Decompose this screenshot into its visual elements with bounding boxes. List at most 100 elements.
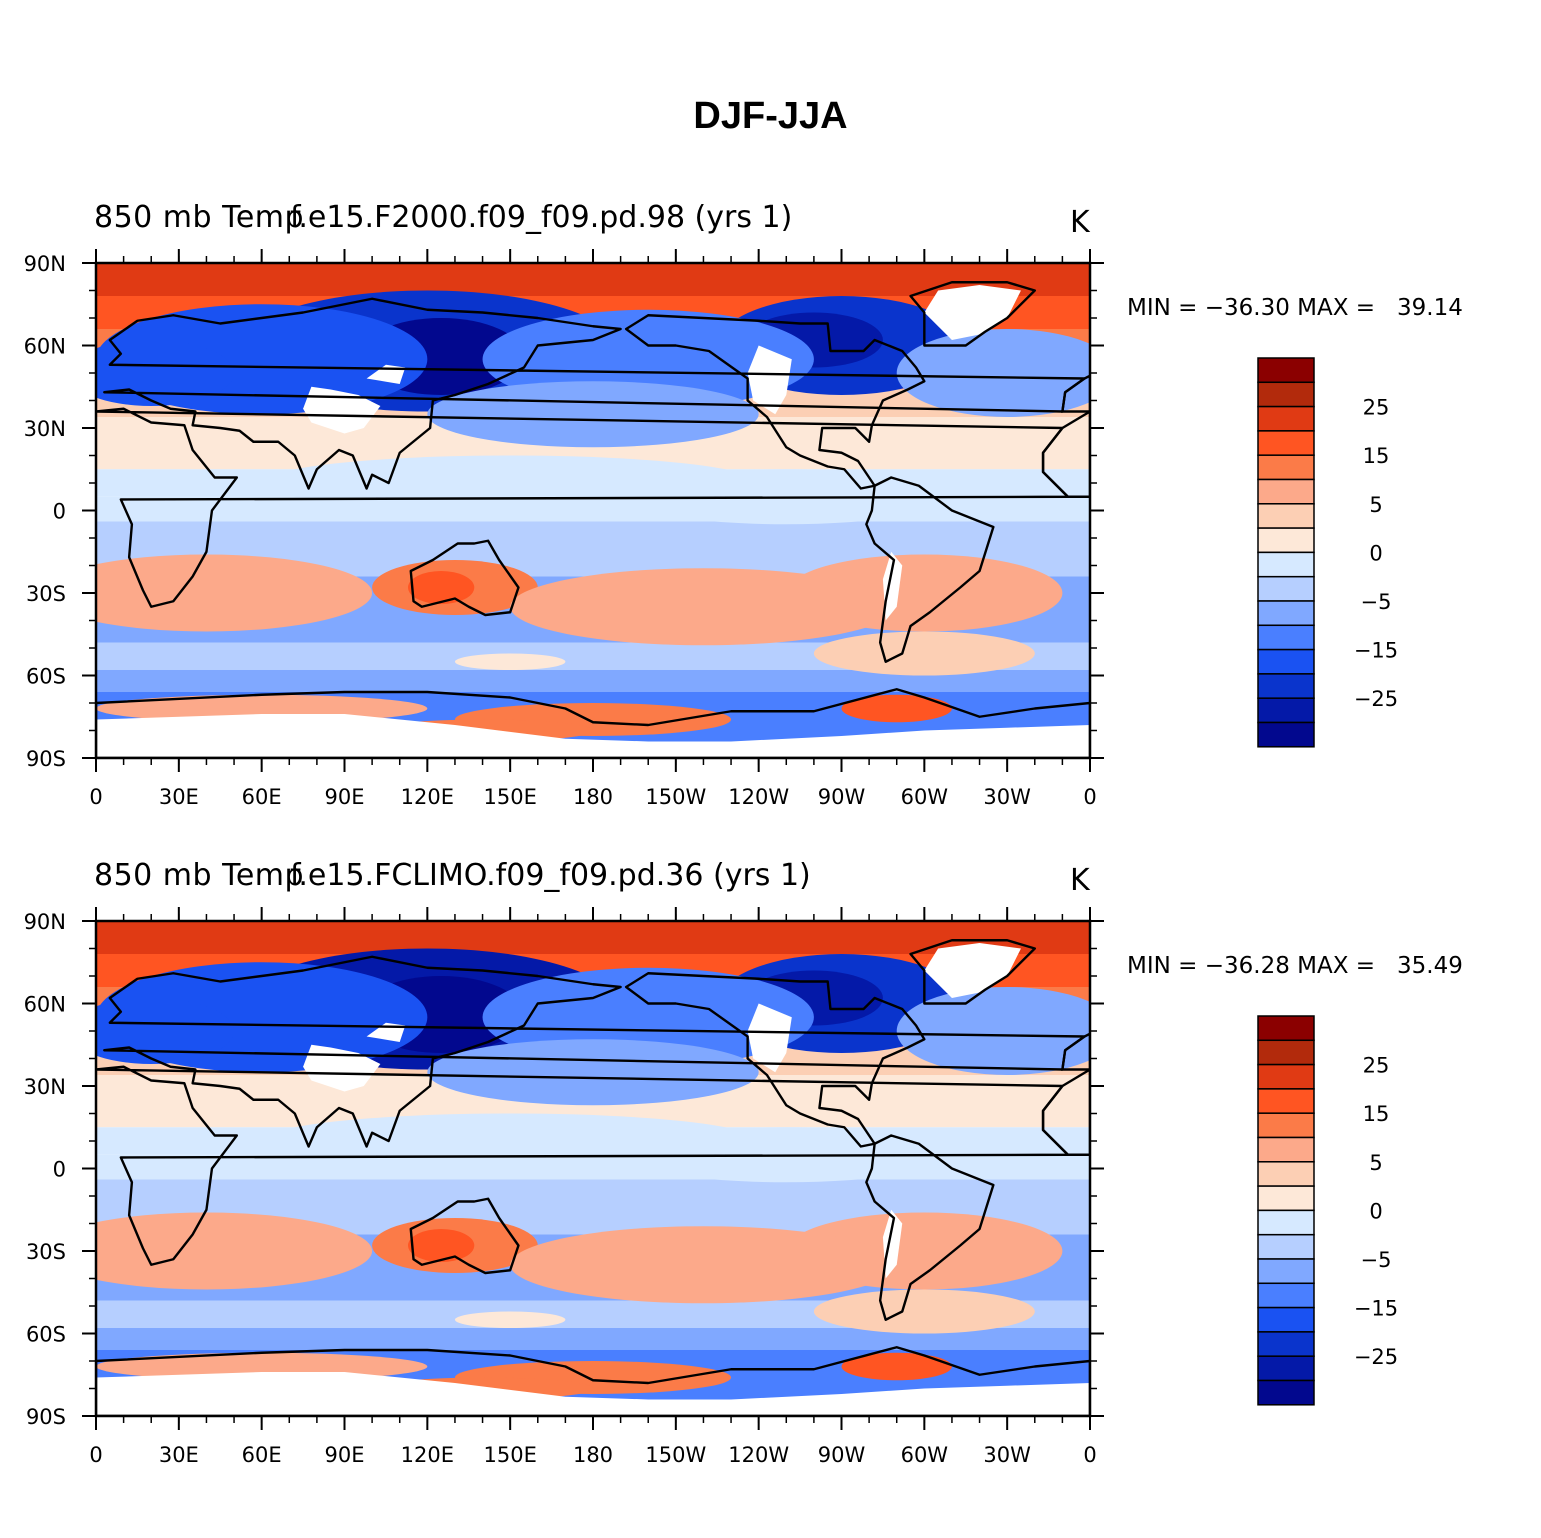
colorbar-box — [1257, 454, 1315, 481]
coastline-north_america — [624, 314, 926, 490]
panel-title-variable: 850 mb Temp — [94, 858, 305, 893]
colorbar-label: 5 — [1369, 1151, 1382, 1175]
y-tick-label: 90N — [24, 910, 66, 934]
colorbar: 25 15 5 0 −5 −15 −25 — [1257, 357, 1398, 748]
colorbar-box — [1257, 1258, 1315, 1285]
coastline-south_america — [865, 476, 995, 663]
colorbar-box — [1257, 527, 1315, 554]
colorbar-label: −25 — [1354, 1345, 1398, 1369]
x-tick-label: 30E — [159, 1443, 199, 1467]
colorbar-box — [1257, 1063, 1315, 1090]
colorbar-box — [1257, 1355, 1315, 1382]
colorbar-box — [1257, 575, 1315, 602]
min-max-label: MIN = −36.30 MAX = 39.14 — [1127, 295, 1463, 321]
coastline-australia — [409, 539, 520, 617]
colorbar-label: −15 — [1354, 1297, 1398, 1321]
x-tick-label: 60E — [242, 785, 282, 809]
coastline-africa — [96, 1065, 1070, 1266]
panel-title-case: f.e15.F2000.f09_f09.pd.98 (yrs 1) — [290, 200, 793, 235]
panel-title-variable: 850 mb Temp — [94, 200, 305, 235]
colorbar-label: 15 — [1363, 1102, 1390, 1126]
colorbar-box — [1257, 357, 1315, 384]
colorbar-box — [1257, 478, 1315, 505]
y-tick-label: 90N — [24, 252, 66, 276]
coastline-africa — [96, 407, 1070, 608]
coastline-eurasia — [103, 955, 1086, 1148]
x-tick-label: 60W — [901, 1443, 949, 1467]
colorbar-box — [1257, 503, 1315, 529]
colorbar-box — [1257, 430, 1315, 456]
coastlines — [96, 281, 1090, 758]
y-tick-label: 60N — [24, 335, 66, 359]
colorbar-box — [1257, 1306, 1315, 1333]
temperature-field — [96, 263, 1090, 758]
colorbar-label: 15 — [1363, 444, 1390, 468]
y-tick-label: 30S — [26, 1240, 66, 1264]
x-tick-label: 120W — [728, 1443, 789, 1467]
colorbar: 25 15 5 0 −5 −15 −25 — [1257, 1015, 1398, 1406]
x-tick-label: 180 — [573, 785, 613, 809]
colorbar-label: 25 — [1363, 1054, 1390, 1078]
coastline-greenland — [909, 939, 1036, 1005]
y-tick-label: 30N — [24, 417, 66, 441]
x-tick-label: 60E — [242, 1443, 282, 1467]
y-tick-label: 30S — [26, 582, 66, 606]
colorbar-label: 0 — [1369, 541, 1382, 565]
y-tick-label: 60S — [26, 1323, 66, 1347]
y-tick-label: 60S — [26, 665, 66, 689]
x-tick-label: 30W — [983, 785, 1031, 809]
colorbar-box — [1257, 1185, 1315, 1212]
y-tick-label: 90S — [26, 747, 66, 771]
x-tick-label: 0 — [1083, 785, 1096, 809]
colorbar-label: 25 — [1363, 396, 1390, 420]
colorbar-box — [1257, 648, 1315, 675]
map-figure: 0 30E 60E 90E 120E 150E 180 150W 120W 90W 60W 30W 09… — [24, 907, 1104, 1467]
colorbar-box — [1257, 1379, 1315, 1406]
colorbar-box — [1257, 551, 1315, 578]
x-tick-label: 150E — [483, 785, 536, 809]
colorbar-box — [1257, 1039, 1315, 1066]
x-tick-label: 150E — [483, 1443, 536, 1467]
x-tick-label: 150W — [645, 1443, 706, 1467]
map-panel-1: 0 30E 60E 90E 120E 150E 180 150W 120W 90W 60W 30W 0 9… — [0, 200, 1541, 840]
colorbar-box — [1257, 624, 1315, 651]
colorbar-box — [1257, 721, 1315, 748]
colorbar-label: −15 — [1354, 639, 1398, 663]
colorbar-label: −25 — [1354, 687, 1398, 711]
colorbar-box — [1257, 1331, 1315, 1357]
colorbar-label: 0 — [1369, 1199, 1382, 1223]
temperature-field — [96, 921, 1090, 1416]
max-label: MAX = 39.14 — [1297, 295, 1463, 321]
coastline-greenland — [909, 281, 1036, 347]
y-tick-label: 0 — [53, 1158, 66, 1182]
y-tick-label: 30N — [24, 1075, 66, 1099]
colorbar-box — [1257, 405, 1315, 432]
x-tick-label: 150W — [645, 785, 706, 809]
colorbar-box — [1257, 1282, 1315, 1309]
coastline-eurasia — [103, 297, 1086, 490]
colorbar-box — [1257, 673, 1315, 699]
colorbar-label: −5 — [1361, 1248, 1392, 1272]
x-tick-label: 0 — [89, 785, 102, 809]
coastline-australia — [409, 1197, 520, 1275]
colorbar-label: 5 — [1369, 493, 1382, 517]
coastline-antarctica_a — [96, 1346, 1090, 1416]
colorbar-box — [1257, 1136, 1315, 1163]
colorbar-box — [1257, 600, 1315, 627]
min-label: MIN = −36.30 — [1127, 295, 1290, 321]
colorbar-box — [1257, 381, 1315, 408]
x-tick-label: 90E — [325, 1443, 365, 1467]
min-max-label: MIN = −36.28 MAX = 35.49 — [1127, 953, 1463, 979]
x-tick-label: 90E — [325, 785, 365, 809]
min-label: MIN = −36.28 — [1127, 953, 1290, 979]
panel-title-case: f.e15.FCLIMO.f09_f09.pd.36 (yrs 1) — [290, 858, 811, 893]
map-figure: 0 30E 60E 90E 120E 150E 180 150W 120W 90W 60W 30W 09… — [24, 249, 1104, 809]
max-label: MAX = 35.49 — [1297, 953, 1463, 979]
figure-title: DJF-JJA — [693, 95, 848, 137]
map-panel-2: 0 30E 60E 90E 120E 150E 180 150W 120W 90W 60W 30W 0 9… — [0, 858, 1541, 1498]
coastline-antarctica_a — [96, 688, 1090, 758]
colorbar-box — [1257, 697, 1315, 724]
coastline-north_america — [624, 972, 926, 1148]
x-tick-label: 30W — [983, 1443, 1031, 1467]
x-tick-label: 120W — [728, 785, 789, 809]
